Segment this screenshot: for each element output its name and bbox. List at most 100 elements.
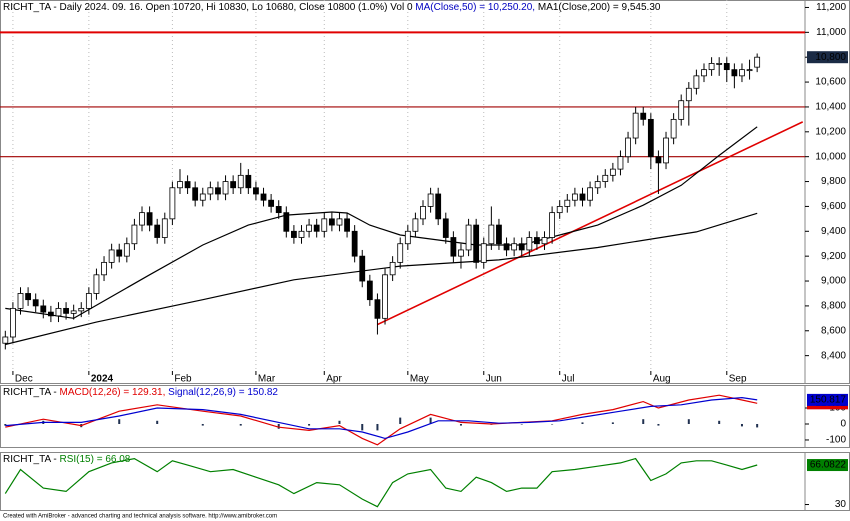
candle-body (534, 237, 540, 245)
candle-body (746, 69, 753, 72)
histogram-bar (687, 419, 690, 424)
candle-body (253, 187, 259, 195)
y-tick-label: 9,600 (821, 201, 846, 212)
series-title: MA1(Close,200) = 9,545.30 (535, 2, 661, 13)
histogram-bar (201, 423, 204, 426)
candle-body (412, 218, 419, 232)
histogram-bar (520, 423, 523, 425)
y-tick-label: 10,600 (815, 77, 846, 88)
candle-body (116, 249, 123, 257)
candle-body (101, 261, 107, 276)
candle-body (131, 224, 138, 245)
y-tick-label: 10,000 (815, 151, 846, 162)
candle-body (40, 305, 47, 313)
candle-body (25, 293, 31, 301)
series-title: MA(Close,50) = 10,250.20, (415, 2, 535, 13)
x-tick-label: Mar (258, 374, 276, 385)
x-tick-label: Aug (653, 374, 671, 385)
histogram-bar (361, 423, 364, 431)
candle-body (693, 75, 700, 89)
x-tick-label: Jul (562, 374, 575, 385)
candle-body (496, 224, 502, 245)
candle-body (260, 193, 267, 201)
indicator-line (5, 396, 758, 440)
candle-body (685, 87, 692, 102)
candle-body (731, 69, 738, 77)
last-value-box (807, 459, 848, 472)
candle-body (473, 224, 480, 263)
histogram-bar (551, 423, 554, 425)
candle-body (207, 187, 214, 195)
histogram-bar (657, 423, 660, 426)
candle-body (291, 230, 297, 238)
candle-body (85, 293, 92, 309)
candle-body (199, 193, 206, 201)
histogram-bar (308, 423, 311, 426)
candle-body (389, 261, 396, 276)
candle-body (488, 224, 495, 245)
histogram-bar (429, 417, 432, 424)
histogram-bar (581, 422, 584, 424)
title-text: RICHT_TA - Daily 2024. 09. 16. Open 1072… (3, 2, 415, 13)
candle-body (222, 181, 229, 195)
candle-body (55, 307, 62, 317)
candle-body (678, 100, 685, 120)
candle-body (404, 230, 411, 245)
candle-body (602, 174, 609, 182)
indicator-line (5, 126, 758, 319)
candle-body (306, 224, 312, 232)
histogram-bar (611, 422, 614, 424)
candle-body (625, 137, 631, 158)
histogram-bar (156, 420, 159, 424)
candle-body (442, 218, 449, 238)
candle-body (237, 174, 244, 189)
y-tick-label: 8,400 (821, 350, 846, 361)
candle-body (169, 187, 176, 220)
candle-body (556, 206, 563, 214)
panel-title: RICHT_TA - RSI(15) = 66.08 (3, 454, 131, 465)
candle-body (723, 63, 730, 71)
candle-body (47, 311, 54, 317)
last-value-box (807, 51, 848, 64)
candle-body (609, 168, 616, 176)
candle-body (435, 193, 442, 220)
y-tick-label: 9,800 (821, 176, 846, 187)
candle-body (518, 243, 525, 251)
y-tick-label: 10,400 (815, 102, 846, 113)
candle-body (458, 249, 464, 257)
candle-body (10, 307, 16, 338)
candle-body (328, 218, 335, 226)
candle-body (154, 224, 161, 238)
candle-body (511, 243, 518, 251)
candle-body (450, 237, 457, 257)
panel-title: RICHT_TA - Daily 2024. 09. 16. Open 1072… (3, 2, 661, 13)
candle-body (78, 307, 85, 312)
candle-body (177, 181, 183, 189)
candle-body (146, 212, 153, 226)
candle-body (480, 243, 487, 263)
candle-body (139, 212, 145, 226)
last-value-label: 10,800 (815, 52, 846, 63)
candle-body (670, 118, 677, 139)
x-tick-label: Sep (729, 374, 747, 385)
candle-body (541, 237, 548, 245)
title-text: RICHT_TA - (3, 387, 59, 398)
candle-body (420, 206, 426, 220)
y-tick-label: 9,400 (821, 226, 846, 237)
candle-body (427, 193, 434, 207)
candle-body (526, 237, 533, 251)
histogram-bar (118, 419, 121, 424)
candle-body (321, 218, 328, 232)
y-tick-label: 10,200 (815, 126, 846, 137)
candle-body (617, 156, 624, 170)
histogram-bar (338, 420, 341, 424)
histogram-bar (399, 417, 402, 424)
footer-text: Created with AmiBroker - advanced charti… (3, 514, 277, 520)
candle-body (108, 249, 115, 263)
indicator-line (4, 457, 758, 508)
last-value-label: 66.0822 (810, 460, 847, 471)
candle-body (632, 112, 639, 139)
candle-body (123, 243, 130, 257)
